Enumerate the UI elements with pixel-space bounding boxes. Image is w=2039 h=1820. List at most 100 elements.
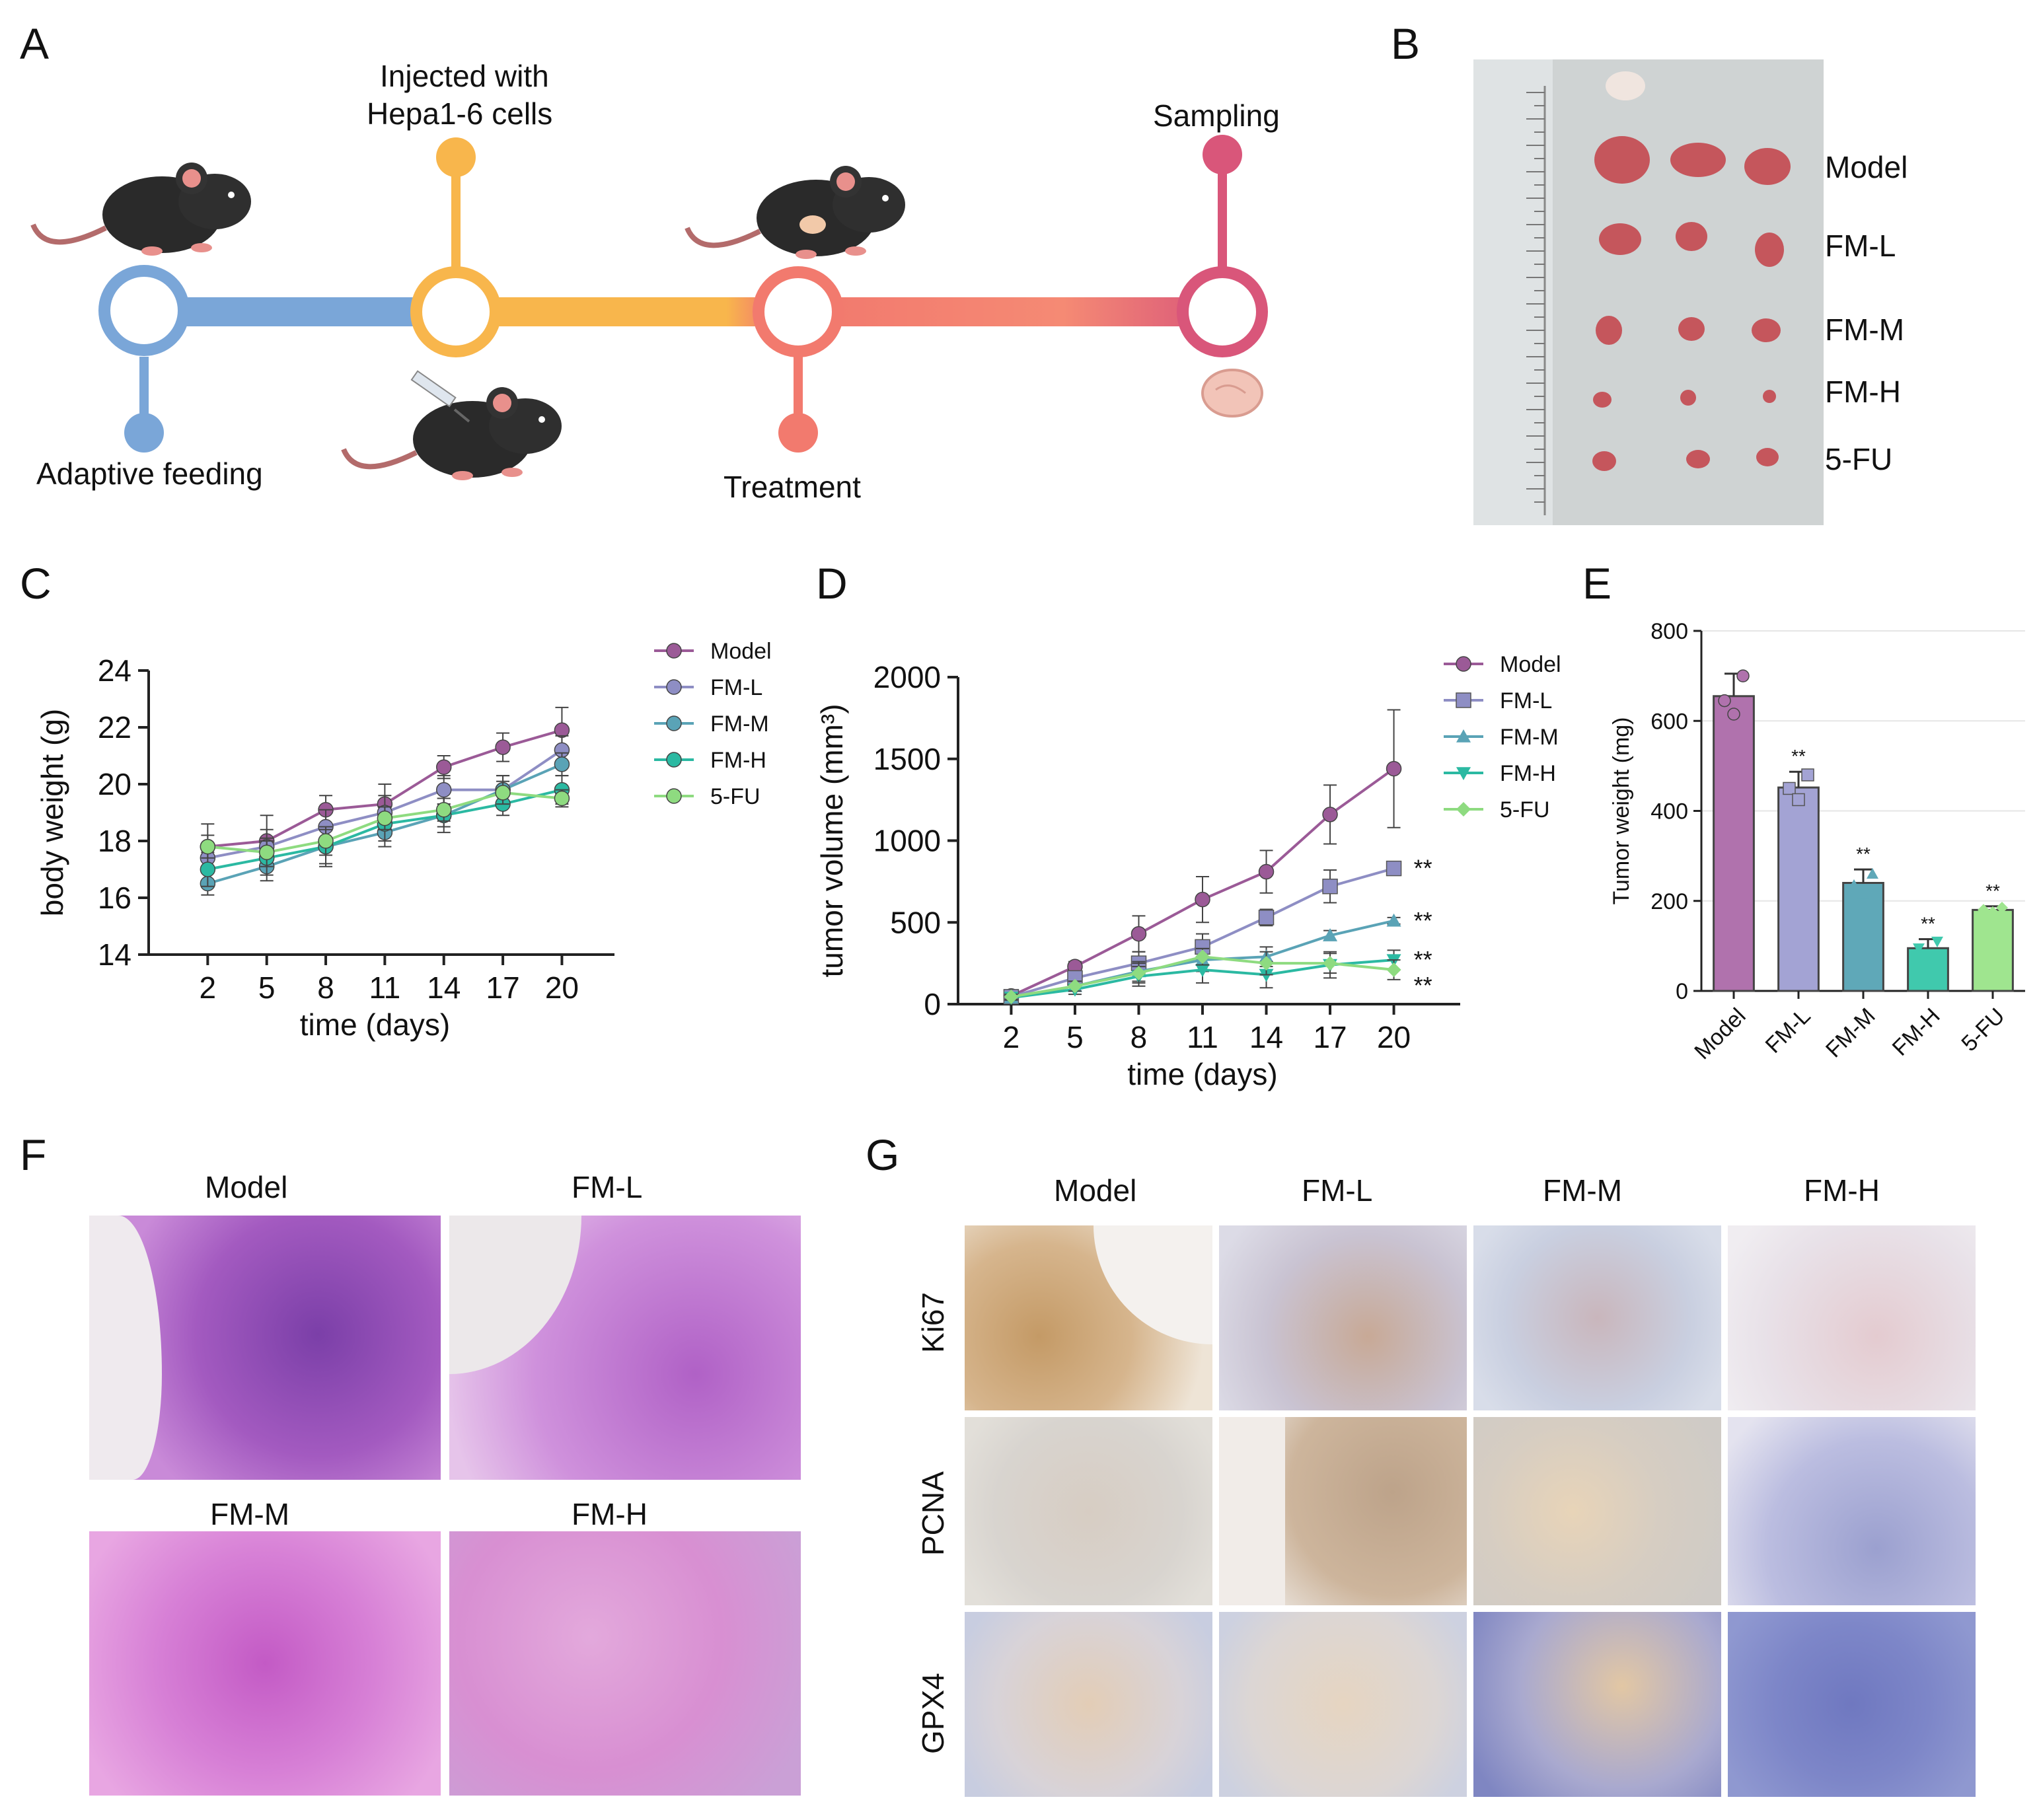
y-tick-label: 24 — [98, 653, 131, 688]
x-tick-label: 5-FU — [1956, 1003, 2009, 1056]
legend-label: Model — [710, 639, 772, 664]
chart-tumor-volume: 0 500 1000 1500 2000 2 5 8 11 14 17 20 time (days) tu… — [815, 652, 1561, 1091]
x-tick-label: 8 — [317, 970, 334, 1005]
data-point — [1386, 963, 1401, 978]
legend-marker — [1456, 802, 1471, 817]
significance-mark: ** — [1414, 972, 1432, 999]
data-point — [1922, 950, 1934, 961]
y-axis-label: tumor volume (mm³) — [815, 704, 849, 977]
y-tick-label: 0 — [924, 987, 941, 1021]
x-tick-label: 5 — [1066, 1020, 1084, 1054]
ihc-col-fm-h: FM-H — [1804, 1173, 1880, 1208]
data-point — [1195, 891, 1210, 908]
data-point — [435, 759, 452, 775]
photo-label-fm-m: FM-M — [1825, 312, 1905, 347]
y-tick-label: 1500 — [873, 742, 941, 776]
data-point — [1259, 968, 1274, 982]
x-tick-label: FM-H — [1888, 1003, 1945, 1061]
x-tick-label: 11 — [1187, 1020, 1218, 1054]
legend-label: 5-FU — [710, 784, 760, 809]
data-point — [1131, 965, 1146, 980]
timeline-diagram — [30, 135, 1268, 480]
bar-FM-L — [1777, 786, 1820, 992]
mouse-treated-icon — [685, 166, 905, 259]
ihc-pcna-fm-m — [1473, 1417, 1721, 1605]
data-point — [1322, 879, 1338, 894]
ihc-col-fm-l: FM-L — [1302, 1173, 1373, 1208]
data-point — [1322, 807, 1338, 822]
panel-label-b: B — [1391, 19, 1421, 68]
legend-marker — [1456, 656, 1471, 672]
significance-mark: ** — [1791, 746, 1806, 766]
significance-mark: ** — [1414, 946, 1432, 973]
ihc-ki67-fm-l — [1219, 1225, 1467, 1410]
y-axis-label: Tumor weight (mg) — [1609, 717, 1634, 904]
ihc-ki67-fm-m — [1473, 1225, 1721, 1410]
data-point — [1727, 708, 1740, 721]
legend-marker — [666, 715, 682, 731]
data-point — [1913, 943, 1925, 955]
data-point — [200, 838, 216, 855]
x-tick-label: Model — [1689, 1003, 1750, 1064]
step-treatment: Treatment — [723, 470, 861, 504]
ruler-ticks — [1526, 92, 1545, 503]
photo-label-fm-h: FM-H — [1825, 375, 1901, 409]
data-point — [1848, 879, 1860, 891]
x-tick-label: 20 — [545, 970, 579, 1005]
series-5-FU — [200, 780, 570, 867]
timeline-bar-3 — [826, 297, 1222, 326]
x-axis-label: time (days) — [300, 1007, 450, 1042]
bar-FM-M — [1842, 882, 1884, 992]
ihc-gpx4-fm-l — [1219, 1612, 1467, 1797]
legend-marker — [666, 643, 682, 659]
panel-label-c: C — [20, 559, 52, 608]
legend-marker — [1456, 692, 1471, 708]
timeline-node-4 — [1177, 135, 1268, 357]
mouse-injected-icon — [341, 370, 562, 480]
y-tick-label: 18 — [98, 824, 131, 858]
legend-label: FM-M — [710, 711, 769, 737]
ihc-pcna-fm-h — [1728, 1417, 1976, 1605]
bar-5-FU — [1972, 908, 2014, 992]
data-point — [1258, 863, 1275, 880]
legend-label: FM-H — [1500, 761, 1556, 786]
data-point — [258, 844, 275, 860]
x-tick-label: 2 — [1003, 1020, 1020, 1054]
data-point — [1195, 949, 1210, 965]
x-tick-label: 11 — [369, 970, 401, 1005]
he-label-fm-h: FM-H — [572, 1497, 648, 1531]
data-point — [200, 861, 216, 877]
bar-Model — [1713, 695, 1755, 992]
timeline-bar-1 — [159, 297, 456, 326]
data-point — [1323, 956, 1338, 971]
legend-label: FM-M — [1500, 725, 1559, 750]
timeline-node-1 — [98, 265, 190, 453]
y-tick-label: 200 — [1650, 889, 1688, 914]
he-label-fm-m: FM-M — [210, 1497, 290, 1531]
ihc-row-gpx4: GPX4 — [916, 1673, 950, 1754]
x-tick-label: 17 — [1313, 1020, 1347, 1054]
timeline-node-3 — [753, 266, 844, 453]
legend-marker — [1456, 729, 1471, 743]
data-point — [554, 790, 570, 807]
he-image-model — [89, 1216, 441, 1480]
ihc-col-model: Model — [1054, 1173, 1137, 1208]
legend-label: FM-L — [1500, 688, 1552, 713]
panel-label-a: A — [20, 19, 50, 68]
data-point — [1195, 964, 1210, 978]
x-tick-label: 17 — [486, 970, 520, 1005]
legend-marker — [666, 752, 682, 768]
photo-label-fm-l: FM-L — [1825, 229, 1896, 263]
x-tick-label: FM-M — [1821, 1003, 1880, 1063]
data-point — [554, 756, 570, 772]
data-point — [1067, 978, 1082, 994]
chart-body-weight: 14 16 18 20 22 24 2 5 8 11 14 17 20 time (days) body w… — [35, 639, 772, 1042]
timeline-bar-2 — [463, 297, 773, 326]
data-point — [1801, 768, 1814, 782]
ihc-gpx4-fm-m — [1473, 1612, 1721, 1797]
data-point — [1792, 793, 1805, 807]
data-point — [1386, 913, 1401, 927]
significance-mark: ** — [1921, 914, 1935, 934]
y-tick-label: 20 — [98, 767, 131, 801]
he-label-model: Model — [205, 1170, 288, 1204]
